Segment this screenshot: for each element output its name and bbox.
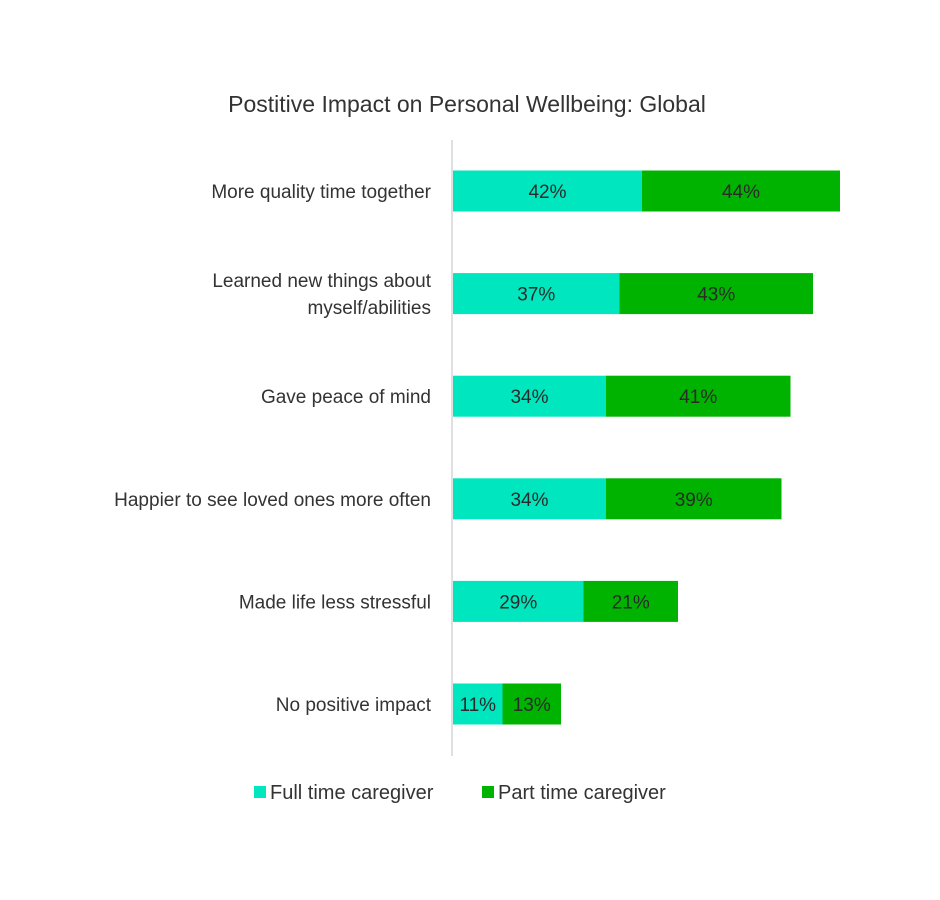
legend-swatch-full-time bbox=[254, 786, 266, 798]
bar-segment-full-time bbox=[453, 170, 642, 212]
bar-segment-full-time bbox=[453, 478, 606, 520]
bar-segment-full-time bbox=[453, 375, 606, 417]
category-label: myself/abilities bbox=[307, 298, 431, 319]
bar-segment-part-time bbox=[642, 170, 840, 212]
data-label: 34% bbox=[510, 387, 548, 408]
chart-title: Postitive Impact on Personal Wellbeing: … bbox=[228, 91, 706, 117]
data-label: 44% bbox=[722, 182, 760, 203]
category-label: Happier to see loved ones more often bbox=[114, 490, 431, 511]
legend-label-part-time: Part time caregiver bbox=[498, 782, 666, 804]
bar-segment-full-time bbox=[453, 273, 620, 315]
legend: Full time caregiver Part time caregiver bbox=[254, 782, 666, 804]
legend-swatch-part-time bbox=[482, 786, 494, 798]
data-label: 29% bbox=[499, 592, 537, 613]
bar-segment-part-time bbox=[502, 683, 561, 725]
data-label: 37% bbox=[517, 285, 555, 306]
bar-segment-full-time bbox=[453, 683, 503, 725]
data-label: 13% bbox=[513, 695, 551, 716]
bars-group: 42% 44% 37% 43% 34% 41% 34% 39% 29% 21% 11% 13% bbox=[453, 170, 840, 725]
data-label: 34% bbox=[510, 490, 548, 511]
bar-segment-part-time bbox=[606, 375, 791, 417]
bar-segment-part-time bbox=[606, 478, 782, 520]
category-label: Learned new things about bbox=[212, 271, 431, 292]
category-label: No positive impact bbox=[276, 695, 432, 716]
category-labels: More quality time together Learned new th… bbox=[114, 182, 432, 716]
data-label: 21% bbox=[612, 592, 650, 613]
category-label: More quality time together bbox=[211, 182, 431, 203]
legend-label-full-time: Full time caregiver bbox=[270, 782, 434, 804]
category-label: Made life less stressful bbox=[239, 592, 431, 613]
data-label: 41% bbox=[679, 387, 717, 408]
bar-segment-full-time bbox=[453, 580, 584, 622]
data-label: 42% bbox=[528, 182, 566, 203]
category-label: Gave peace of mind bbox=[261, 387, 431, 408]
bar-segment-part-time bbox=[619, 273, 813, 315]
data-label: 11% bbox=[459, 695, 496, 716]
data-label: 39% bbox=[675, 490, 713, 511]
bar-segment-part-time bbox=[583, 580, 678, 622]
data-label: 43% bbox=[697, 285, 735, 306]
